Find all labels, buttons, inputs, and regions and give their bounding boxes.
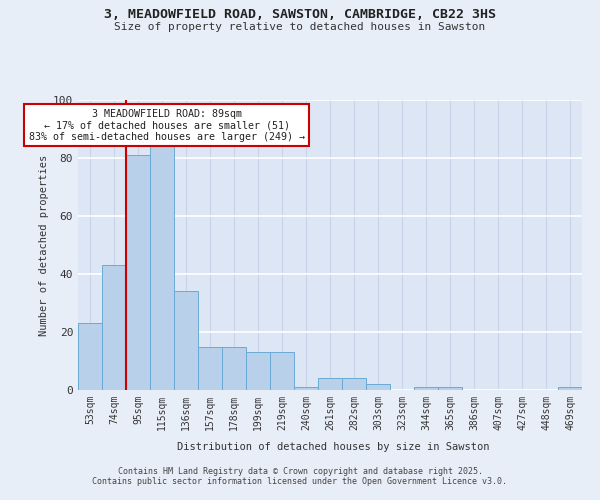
Bar <box>558 387 582 390</box>
Bar <box>294 387 318 390</box>
Bar <box>102 266 126 390</box>
Text: 3 MEADOWFIELD ROAD: 89sqm
← 17% of detached houses are smaller (51)
83% of semi-: 3 MEADOWFIELD ROAD: 89sqm ← 17% of detac… <box>29 108 305 142</box>
Bar <box>246 352 270 390</box>
Bar <box>222 346 246 390</box>
Text: Contains HM Land Registry data © Crown copyright and database right 2025.: Contains HM Land Registry data © Crown c… <box>118 467 482 476</box>
Bar <box>198 346 222 390</box>
Text: Distribution of detached houses by size in Sawston: Distribution of detached houses by size … <box>177 442 489 452</box>
Y-axis label: Number of detached properties: Number of detached properties <box>39 154 49 336</box>
Bar <box>126 155 150 390</box>
Text: 3, MEADOWFIELD ROAD, SAWSTON, CAMBRIDGE, CB22 3HS: 3, MEADOWFIELD ROAD, SAWSTON, CAMBRIDGE,… <box>104 8 496 20</box>
Bar <box>174 292 198 390</box>
Bar <box>78 324 102 390</box>
Text: Contains public sector information licensed under the Open Government Licence v3: Contains public sector information licen… <box>92 477 508 486</box>
Bar <box>318 378 342 390</box>
Bar <box>150 146 174 390</box>
Bar <box>270 352 294 390</box>
Text: Size of property relative to detached houses in Sawston: Size of property relative to detached ho… <box>115 22 485 32</box>
Bar <box>414 387 438 390</box>
Bar <box>366 384 390 390</box>
Bar <box>438 387 462 390</box>
Bar <box>342 378 366 390</box>
